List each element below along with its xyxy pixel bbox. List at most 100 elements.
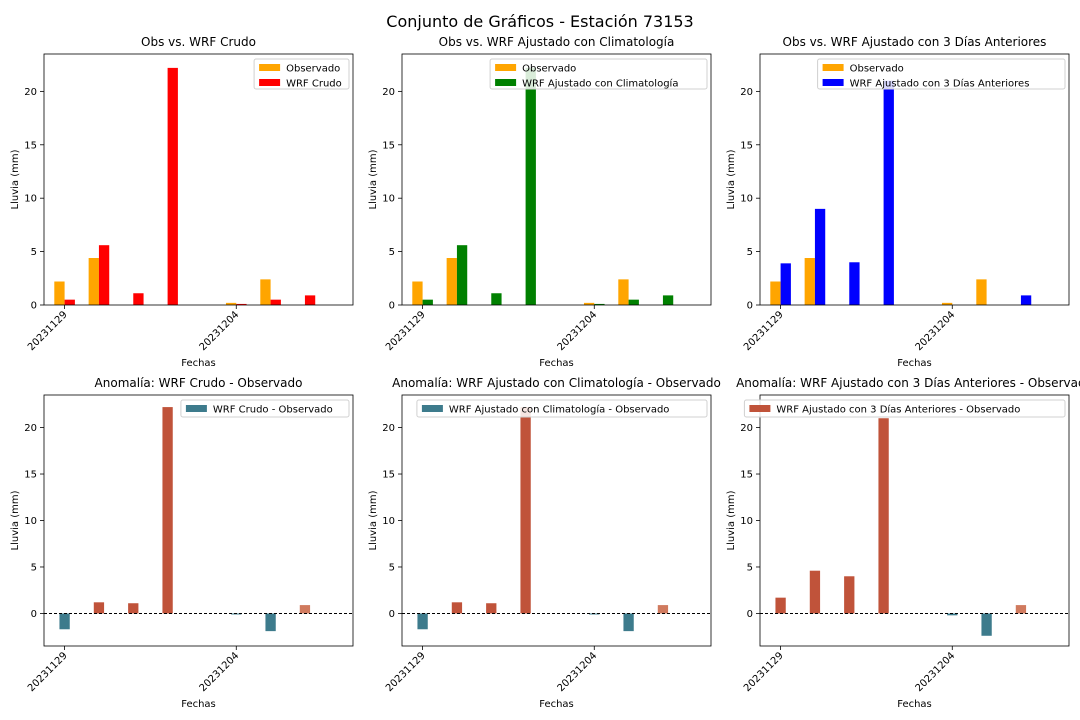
chart-title: Obs vs. WRF Ajustado con 3 Días Anterior… bbox=[783, 35, 1047, 49]
x-axis-label: Fechas bbox=[181, 699, 216, 710]
legend-label: WRF Crudo - Observado bbox=[213, 405, 333, 416]
y-tick-label: 15 bbox=[382, 140, 395, 151]
legend-swatch bbox=[259, 64, 281, 71]
legend-label: WRF Ajustado con Climatología - Observad… bbox=[449, 404, 670, 416]
y-tick-label: 0 bbox=[747, 301, 753, 312]
bar-2-4 bbox=[167, 67, 178, 306]
legend-label: WRF Ajustado con Climatología bbox=[522, 78, 678, 90]
bar-1-7 bbox=[976, 279, 987, 305]
bar-1-8 bbox=[657, 605, 669, 614]
bar-1-1 bbox=[412, 281, 423, 305]
legend-swatch bbox=[822, 64, 844, 71]
legend-box bbox=[817, 58, 1066, 90]
y-tick-label: 15 bbox=[740, 140, 753, 151]
bar-2-8 bbox=[304, 295, 316, 305]
bar-1-4 bbox=[162, 407, 173, 614]
y-tick-label: 0 bbox=[747, 609, 753, 620]
chart-panel-6: Anomalía: WRF Ajustado con 3 Días Anteri… bbox=[726, 376, 1080, 710]
y-tick-label: 0 bbox=[389, 609, 395, 620]
y-tick-label: 10 bbox=[740, 194, 753, 205]
y-tick-label: 15 bbox=[24, 140, 37, 151]
bar-1-7 bbox=[265, 613, 276, 632]
y-tick-label: 15 bbox=[24, 470, 37, 481]
chart-panel-4: Anomalía: WRF Crudo - Observado051015202… bbox=[10, 376, 354, 710]
y-tick-label: 5 bbox=[389, 247, 395, 258]
legend: WRF Crudo - Observado bbox=[180, 399, 350, 418]
legend-label: Observado bbox=[286, 64, 340, 75]
legend-swatch bbox=[495, 64, 517, 71]
bar-2-1 bbox=[64, 299, 75, 305]
chart-title: Obs vs. WRF Ajustado con Climatología bbox=[439, 35, 675, 49]
x-tick-label: 20231204 bbox=[914, 309, 958, 353]
legend-label: WRF Ajustado con 3 Días Anteriores - Obs… bbox=[776, 404, 1020, 416]
bar-2-8 bbox=[662, 295, 674, 305]
legend-label: Observado bbox=[522, 64, 576, 75]
bar-2-1 bbox=[422, 299, 433, 305]
x-tick-label: 20231204 bbox=[556, 650, 600, 694]
y-axis-label: Lluvia (mm) bbox=[726, 149, 737, 209]
legend: Observado WRF Crudo bbox=[253, 58, 350, 90]
bar-2-2 bbox=[814, 208, 826, 305]
y-axis-label: Lluvia (mm) bbox=[10, 490, 21, 550]
y-tick-label: 0 bbox=[31, 609, 37, 620]
bar-1-7 bbox=[260, 279, 271, 305]
bar-1-7 bbox=[981, 613, 992, 636]
bar-2-1 bbox=[780, 263, 791, 305]
bar-2-6 bbox=[594, 303, 605, 305]
bar-1-1 bbox=[59, 613, 70, 630]
bar-2-7 bbox=[270, 299, 281, 305]
y-tick-label: 5 bbox=[31, 562, 37, 573]
bar-2-6 bbox=[236, 303, 247, 305]
y-tick-label: 15 bbox=[740, 470, 753, 481]
x-tick-label: 20231129 bbox=[742, 309, 786, 353]
plot-frame bbox=[401, 394, 712, 647]
legend-box bbox=[743, 399, 1066, 418]
y-tick-label: 15 bbox=[382, 470, 395, 481]
bar-1-6 bbox=[225, 302, 237, 305]
chart-panel-1: Obs vs. WRF Crudo 0 5 10 15 20 20231129 2023120… bbox=[10, 35, 354, 369]
x-tick-label: 20231129 bbox=[384, 650, 428, 694]
legend-box bbox=[180, 399, 350, 418]
legend: Observado WRF Ajustado con 3 Días Anterio… bbox=[817, 58, 1066, 90]
bar-2-4 bbox=[525, 67, 536, 306]
chart-title: Obs vs. WRF Crudo bbox=[141, 35, 256, 49]
y-tick-label: 5 bbox=[747, 247, 753, 258]
bar-1-3 bbox=[486, 603, 497, 614]
chart-title: Anomalía: WRF Crudo - Observado bbox=[95, 376, 303, 390]
bar-1-8 bbox=[299, 605, 311, 614]
bar-1-6 bbox=[947, 613, 958, 616]
legend-swatch bbox=[495, 79, 517, 86]
x-axis-label: Fechas bbox=[181, 358, 216, 369]
bar-1-8 bbox=[1015, 605, 1027, 614]
legend-box bbox=[416, 399, 708, 418]
figure-title: Conjunto de Gráficos - Estación 73153 bbox=[386, 12, 693, 31]
bar-2-2 bbox=[456, 245, 468, 305]
legend-label: WRF Crudo bbox=[286, 79, 342, 90]
y-tick-label: 10 bbox=[382, 194, 395, 205]
bar-2-7 bbox=[628, 299, 639, 305]
legend-label: WRF Ajustado con 3 Días Anteriores bbox=[850, 78, 1030, 90]
y-tick-label: 10 bbox=[24, 194, 37, 205]
legend-swatch bbox=[185, 405, 207, 412]
plot-frame bbox=[43, 394, 354, 647]
y-tick-label: 20 bbox=[740, 423, 753, 434]
plot-frame bbox=[43, 53, 354, 306]
bar-1-2 bbox=[446, 258, 457, 305]
y-tick-label: 20 bbox=[24, 423, 37, 434]
x-tick-label: 20231129 bbox=[742, 650, 786, 694]
y-tick-label: 10 bbox=[740, 516, 753, 527]
bar-2-8 bbox=[1020, 295, 1032, 305]
legend: WRF Ajustado con 3 Días Anteriores - Obs… bbox=[743, 399, 1066, 418]
x-tick-label: 20231129 bbox=[26, 309, 70, 353]
bar-1-1 bbox=[417, 613, 428, 630]
y-axis-label: Lluvia (mm) bbox=[10, 149, 21, 209]
bar-1-6 bbox=[583, 302, 595, 305]
bar-1-2 bbox=[88, 258, 99, 305]
y-tick-label: 10 bbox=[24, 516, 37, 527]
y-tick-label: 20 bbox=[382, 87, 395, 98]
bar-1-2 bbox=[93, 602, 105, 614]
bar-2-2 bbox=[98, 245, 110, 305]
bar-1-1 bbox=[775, 597, 786, 614]
plot-frame bbox=[759, 394, 1070, 647]
bar-1-7 bbox=[623, 613, 634, 632]
